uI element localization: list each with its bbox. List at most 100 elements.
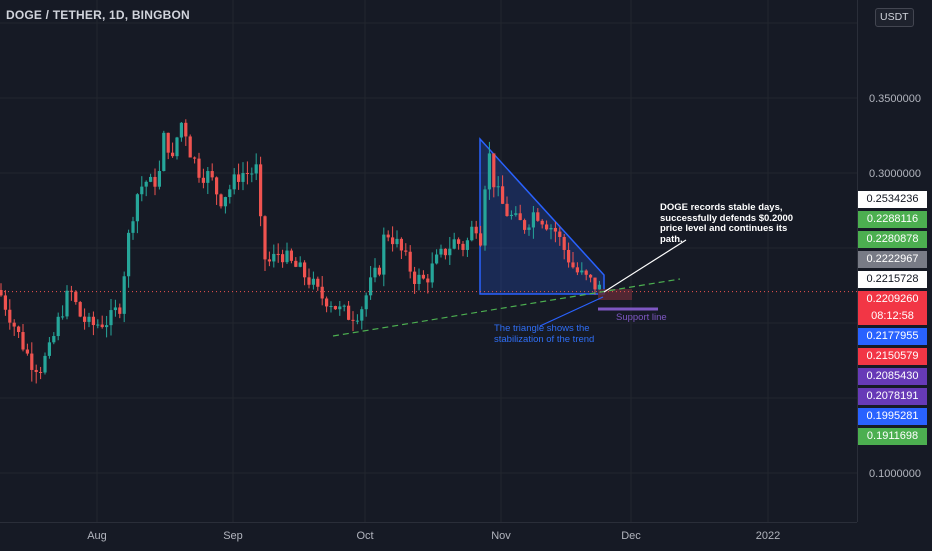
candle-body bbox=[96, 324, 100, 326]
candle-body bbox=[377, 267, 381, 275]
candle-body bbox=[404, 250, 408, 252]
price-label-countdown: 08:12:58 bbox=[871, 310, 914, 322]
candle-body bbox=[536, 212, 540, 221]
candle-body bbox=[492, 153, 496, 188]
candle-body bbox=[355, 320, 359, 322]
candle-body bbox=[272, 253, 276, 262]
candle-body bbox=[575, 267, 579, 273]
candle-body bbox=[540, 220, 544, 225]
candle-body bbox=[223, 197, 227, 207]
candle-body bbox=[0, 290, 3, 296]
y-tick-label: 0.1000000 bbox=[869, 468, 921, 480]
candle-body bbox=[430, 263, 434, 283]
x-tick-label: Oct bbox=[356, 530, 373, 542]
price-label: 0.2078191 bbox=[858, 388, 927, 405]
price-label-value: 0.1911698 bbox=[866, 430, 919, 442]
candle-body bbox=[237, 174, 241, 182]
candle-body bbox=[360, 309, 364, 321]
price-label: 0.1911698 bbox=[858, 428, 927, 445]
x-tick-label: Nov bbox=[491, 530, 511, 542]
candle-body bbox=[30, 353, 34, 370]
candle-body bbox=[69, 290, 73, 292]
candle-body bbox=[87, 316, 91, 322]
price-label-value: 0.2150579 bbox=[866, 350, 919, 362]
price-label: 0.2209260 08:12:58 bbox=[858, 291, 927, 325]
candle-body bbox=[162, 132, 166, 172]
candle-body bbox=[509, 214, 513, 217]
candle-body bbox=[135, 194, 139, 222]
candle-body bbox=[487, 153, 491, 190]
currency-button[interactable]: USDT bbox=[875, 8, 914, 27]
candle-body bbox=[580, 270, 584, 273]
candle-body bbox=[589, 274, 593, 278]
candle-body bbox=[562, 236, 566, 250]
price-label-value: 0.2222967 bbox=[866, 253, 919, 265]
trendline-dashed bbox=[332, 278, 681, 337]
candle-body bbox=[474, 226, 478, 234]
candle-body bbox=[461, 243, 465, 250]
x-tick-label: Sep bbox=[223, 530, 243, 542]
candle-body bbox=[61, 316, 65, 318]
candle-body bbox=[52, 336, 56, 343]
candle-body bbox=[369, 277, 373, 296]
price-label-value: 0.1995281 bbox=[866, 410, 919, 422]
candle-body bbox=[496, 186, 500, 188]
candle-body bbox=[113, 307, 117, 311]
candle-body bbox=[333, 306, 337, 310]
annotation-triangle[interactable]: The triangle shows the stabilization of … bbox=[494, 323, 595, 345]
candle-body bbox=[439, 248, 443, 255]
candle-body bbox=[347, 305, 351, 320]
price-label: 0.2150579 bbox=[858, 348, 927, 365]
candle-body bbox=[149, 176, 153, 182]
candle-body bbox=[413, 271, 417, 284]
annotation-support[interactable]: Support line bbox=[616, 312, 667, 323]
price-label-value: 0.2078191 bbox=[866, 390, 919, 402]
candle-body bbox=[311, 278, 315, 285]
candle-body bbox=[408, 251, 412, 272]
triangle-pointer-line bbox=[539, 296, 604, 327]
price-label-value: 0.2288116 bbox=[866, 213, 919, 225]
candle-body bbox=[505, 203, 509, 217]
candle-body bbox=[320, 286, 324, 299]
candle-body bbox=[342, 305, 346, 307]
candle-body bbox=[83, 316, 87, 322]
candle-body bbox=[426, 278, 430, 283]
candle-body bbox=[281, 254, 285, 263]
candle-body bbox=[518, 213, 522, 221]
symbol-title: DOGE / TETHER, 1D, BINGBON bbox=[6, 8, 190, 22]
candle-body bbox=[25, 349, 29, 354]
overlay-drawings[interactable] bbox=[332, 239, 687, 337]
candle-body bbox=[382, 234, 386, 275]
candle-body bbox=[228, 189, 232, 198]
candle-body bbox=[34, 369, 38, 372]
price-label-value: 0.2280878 bbox=[866, 233, 919, 245]
candle-body bbox=[12, 322, 16, 327]
price-label-value: 0.2534236 bbox=[866, 193, 919, 205]
candle-body bbox=[567, 249, 571, 263]
candle-body bbox=[245, 173, 249, 175]
candle-body bbox=[501, 186, 505, 204]
candle-body bbox=[3, 295, 7, 310]
candle-body bbox=[391, 237, 395, 245]
candle-body bbox=[43, 355, 47, 373]
candle-body bbox=[118, 307, 122, 314]
y-tick-label: 0.3500000 bbox=[869, 93, 921, 105]
candle-body bbox=[531, 212, 535, 228]
candle-body bbox=[232, 174, 236, 190]
candle-body bbox=[571, 262, 575, 268]
candle-body bbox=[74, 291, 78, 303]
candle-body bbox=[219, 194, 223, 207]
candle-body bbox=[179, 122, 183, 138]
annotation-note[interactable]: DOGE records stable days, successfully d… bbox=[660, 202, 794, 245]
candle-body bbox=[452, 239, 456, 249]
candle-body bbox=[65, 290, 69, 317]
x-tick-label: Aug bbox=[87, 530, 107, 542]
candle-body bbox=[386, 234, 390, 238]
price-axis[interactable] bbox=[857, 0, 932, 522]
candle-body bbox=[127, 232, 131, 277]
candle-body bbox=[421, 274, 425, 279]
time-axis[interactable] bbox=[0, 522, 857, 551]
candle-body bbox=[465, 240, 469, 250]
candle-body bbox=[457, 239, 461, 244]
